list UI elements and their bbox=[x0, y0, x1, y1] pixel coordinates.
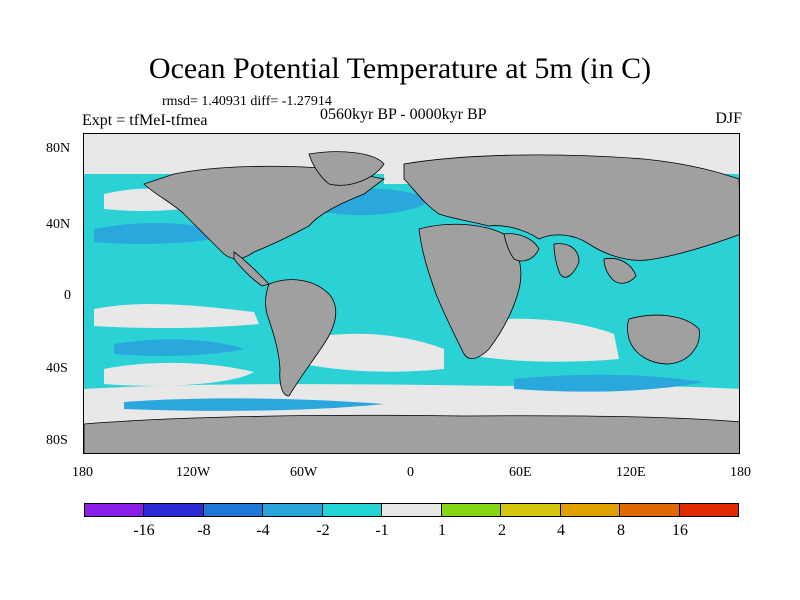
map-panel bbox=[83, 133, 740, 454]
colorbar-cell bbox=[203, 504, 264, 516]
stats-text: rmsd= 1.40931 diff= -1.27914 bbox=[162, 94, 332, 109]
land-central-america bbox=[233, 251, 270, 287]
colorbar-label: 2 bbox=[498, 522, 506, 539]
colorbar-label: -8 bbox=[197, 522, 211, 539]
lat-label-0: 0 bbox=[64, 288, 71, 303]
colorbar-cell bbox=[85, 504, 145, 516]
land-south-america bbox=[265, 279, 337, 397]
land-north-america bbox=[143, 165, 385, 260]
colorbar-label: -2 bbox=[316, 522, 330, 539]
colorbar-label: 16 bbox=[672, 522, 688, 539]
land-africa bbox=[418, 223, 522, 359]
lon-label-60e: 60E bbox=[509, 465, 532, 480]
lon-label-180w: 180 bbox=[72, 465, 93, 480]
south-indian-blue bbox=[514, 374, 704, 392]
colorbar-cell bbox=[501, 504, 561, 516]
land-eurasia bbox=[403, 154, 739, 261]
colorbar-cell bbox=[322, 504, 383, 516]
lon-label-60w: 60W bbox=[290, 465, 318, 480]
lon-label-120w: 120W bbox=[176, 465, 211, 480]
south-pacific-blue bbox=[114, 339, 244, 357]
lat-label-40n: 40N bbox=[46, 217, 71, 232]
lat-label-80s: 80S bbox=[46, 433, 68, 448]
land-greenland bbox=[308, 151, 385, 186]
season-label: DJF bbox=[715, 110, 742, 127]
colorbar-cell bbox=[144, 504, 204, 516]
colorbar-cell bbox=[441, 504, 502, 516]
south-pacific-gray bbox=[104, 362, 254, 386]
plot-title: Ocean Potential Temperature at 5m (in C) bbox=[148, 52, 652, 85]
experiment-label: Expt = tfMeI-tfmea bbox=[82, 112, 208, 129]
colorbar-cell bbox=[620, 504, 680, 516]
world-map bbox=[84, 134, 739, 453]
lat-label-80n: 80N bbox=[46, 141, 71, 156]
southern-ocean-blue bbox=[124, 398, 384, 411]
colorbar-cell bbox=[560, 504, 621, 516]
land-antarctica bbox=[84, 414, 739, 453]
southern-ocean-gray bbox=[84, 384, 739, 424]
colorbar-label: 8 bbox=[617, 522, 625, 539]
colorbar-label: 1 bbox=[438, 522, 446, 539]
colorbar-label: -16 bbox=[133, 522, 155, 539]
lon-label-120e: 120E bbox=[616, 465, 646, 480]
colorbar-label: 4 bbox=[557, 522, 565, 539]
colorbar-label: -4 bbox=[256, 522, 270, 539]
equatorial-gray-pacific bbox=[94, 303, 259, 329]
colorbar-cell bbox=[263, 504, 323, 516]
land-australia bbox=[627, 314, 700, 365]
colorbar-cell bbox=[382, 504, 442, 516]
period-label: 0560kyr BP - 0000kyr BP bbox=[320, 106, 487, 123]
colorbar-cell bbox=[679, 504, 738, 516]
land-india bbox=[553, 243, 580, 278]
indian-ocean-gray bbox=[464, 318, 619, 362]
colorbar-label: -1 bbox=[375, 522, 389, 539]
land-southeast-asia bbox=[603, 257, 637, 284]
land-arabia bbox=[503, 233, 540, 262]
lon-label-0: 0 bbox=[407, 465, 414, 480]
lon-label-180e: 180 bbox=[730, 465, 751, 480]
lat-label-40s: 40S bbox=[46, 361, 68, 376]
south-atlantic-gray bbox=[304, 333, 444, 372]
colorbar bbox=[84, 503, 739, 517]
